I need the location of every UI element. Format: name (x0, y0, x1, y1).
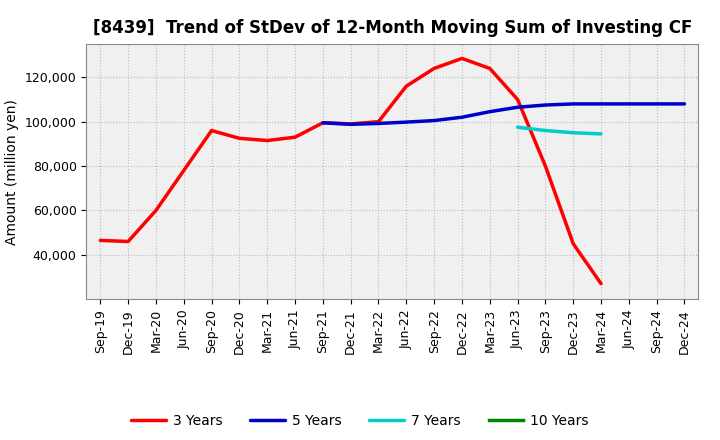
3 Years (513, 97, 522, 102)
5 Years (430, 118, 438, 123)
3 Years (346, 121, 355, 127)
3 Years (235, 136, 243, 141)
7 Years (569, 130, 577, 136)
5 Years (402, 120, 410, 125)
3 Years (152, 208, 161, 213)
3 Years (458, 56, 467, 61)
3 Years (430, 66, 438, 71)
5 Years (541, 103, 550, 108)
7 Years (541, 128, 550, 133)
Y-axis label: Amount (million yen): Amount (million yen) (5, 99, 19, 245)
3 Years (569, 241, 577, 246)
3 Years (402, 84, 410, 89)
7 Years (597, 131, 606, 136)
5 Years (374, 121, 383, 126)
7 Years (513, 125, 522, 130)
Legend: 3 Years, 5 Years, 7 Years, 10 Years: 3 Years, 5 Years, 7 Years, 10 Years (126, 408, 594, 433)
Line: 3 Years: 3 Years (100, 59, 601, 284)
Line: 5 Years: 5 Years (323, 104, 685, 125)
3 Years (541, 163, 550, 169)
3 Years (207, 128, 216, 133)
3 Years (318, 120, 327, 125)
3 Years (291, 135, 300, 140)
3 Years (179, 168, 188, 173)
5 Years (680, 101, 689, 106)
3 Years (96, 238, 104, 243)
5 Years (652, 101, 661, 106)
Title: [8439]  Trend of StDev of 12-Month Moving Sum of Investing CF: [8439] Trend of StDev of 12-Month Moving… (93, 19, 692, 37)
3 Years (597, 281, 606, 286)
5 Years (597, 101, 606, 106)
5 Years (346, 122, 355, 127)
Line: 7 Years: 7 Years (518, 127, 601, 134)
5 Years (624, 101, 633, 106)
3 Years (485, 66, 494, 71)
5 Years (513, 105, 522, 110)
3 Years (374, 119, 383, 125)
3 Years (124, 239, 132, 244)
3 Years (263, 138, 271, 143)
5 Years (318, 120, 327, 125)
5 Years (569, 101, 577, 106)
5 Years (485, 109, 494, 114)
5 Years (458, 114, 467, 120)
